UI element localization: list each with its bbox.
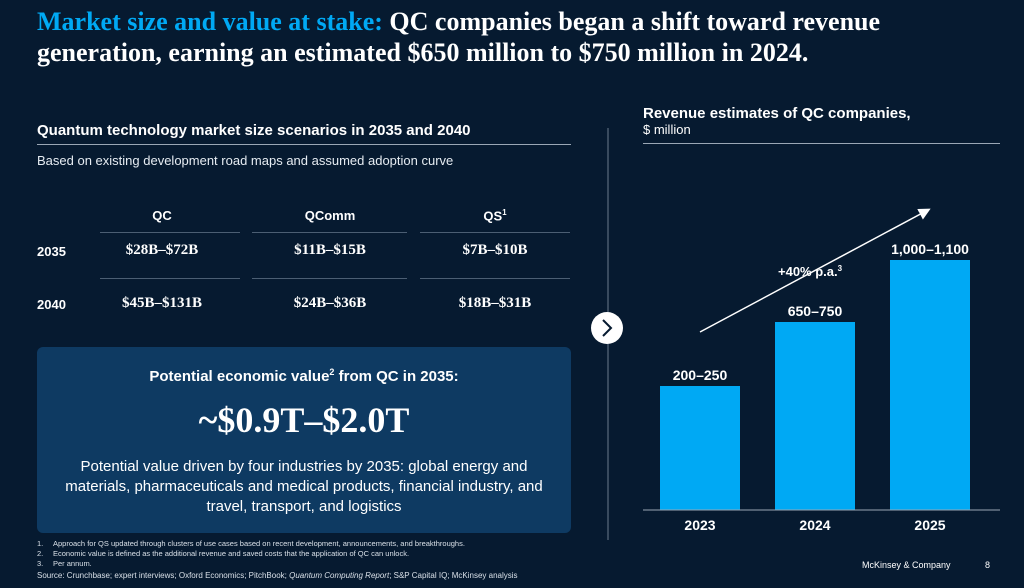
year-label: 2023 bbox=[684, 517, 715, 533]
table-cell: $24B–$36B bbox=[293, 295, 367, 311]
chart-title-text: Revenue estimates of QC companies, bbox=[643, 105, 911, 122]
bar-label: 650–750 bbox=[788, 303, 843, 319]
footnote-ref: 2 bbox=[329, 367, 335, 377]
footnote-ref: 3 bbox=[838, 264, 843, 273]
divider bbox=[252, 278, 407, 279]
source-prefix: Source: Crunchbase; expert interviews; O… bbox=[37, 571, 287, 580]
table-cell: $28B–$72B bbox=[125, 242, 199, 258]
section-heading: Quantum technology market size scenarios… bbox=[37, 122, 571, 145]
source-suffix: ; S&P Capital IQ; McKinsey analysis bbox=[389, 571, 518, 580]
divider bbox=[100, 278, 240, 279]
year-label: 2025 bbox=[914, 517, 945, 533]
column-header: QComm bbox=[304, 208, 356, 223]
slide-title: Market size and value at stake: QC compa… bbox=[37, 6, 977, 68]
source-italic: Quantum Computing Report bbox=[289, 571, 390, 580]
table-cell: $18B–$31B bbox=[458, 295, 532, 311]
bar bbox=[660, 386, 740, 510]
footnote-text: Per annum. bbox=[53, 559, 92, 568]
title-text: QC companies began a shift toward revenu… bbox=[37, 7, 881, 67]
table-cell: $7B–$10B bbox=[462, 242, 528, 258]
bar bbox=[890, 260, 970, 510]
chevron bbox=[602, 319, 613, 337]
row-year: 2040 bbox=[37, 297, 66, 312]
section-subheading: Based on existing development road maps … bbox=[37, 153, 454, 168]
footnote: 1. Approach for QS updated through cluste… bbox=[37, 539, 465, 548]
bar-label: 1,000–1,100 bbox=[891, 241, 969, 257]
brand: McKinsey & Company bbox=[862, 560, 951, 570]
divider bbox=[252, 232, 407, 233]
page-number: 8 bbox=[985, 560, 991, 570]
footnote-number: 2. bbox=[37, 549, 44, 558]
column-header: QS1 bbox=[420, 208, 570, 223]
chart-title: Revenue estimates of QC companies, $ mill… bbox=[643, 105, 1000, 144]
column-label: QS bbox=[483, 208, 503, 224]
growth-text: +40% p.a. bbox=[778, 264, 838, 279]
footnote-number: 3. bbox=[37, 559, 44, 568]
divider bbox=[100, 232, 240, 233]
box-heading-end: from QC in 2035: bbox=[338, 368, 459, 385]
chart-unit: $ million bbox=[643, 122, 691, 137]
footnote: 3. Per annum. bbox=[37, 559, 92, 568]
divider bbox=[420, 232, 570, 233]
footnote-ref: 1 bbox=[502, 208, 507, 217]
source: Source: Crunchbase; expert interviews; O… bbox=[37, 571, 518, 580]
divider bbox=[420, 278, 570, 279]
footnote: 2. Economic value is defined as the addit… bbox=[37, 549, 409, 558]
box-value: ~$0.9T–$2.0T bbox=[198, 400, 410, 440]
growth-label: +40% p.a.3 bbox=[778, 264, 843, 279]
table-cell: $45B–$131B bbox=[121, 295, 202, 311]
box-heading-text: Potential economic value bbox=[149, 368, 330, 385]
footnote-text: Economic value is defined as the additio… bbox=[53, 549, 410, 558]
footnote-text: Approach for QS updated through clusters… bbox=[53, 539, 465, 548]
bar-label: 200–250 bbox=[673, 367, 728, 383]
column-header: QC bbox=[152, 208, 172, 223]
box-text: Potential value driven by four industrie… bbox=[65, 458, 543, 515]
year-label: 2024 bbox=[799, 517, 830, 533]
footnote-number: 1. bbox=[37, 539, 44, 548]
box-heading: Potential economic value2 from QC in 203… bbox=[37, 367, 571, 385]
value-box: Potential economic value2 from QC in 203… bbox=[37, 347, 571, 533]
table-cell: $11B–$15B bbox=[294, 242, 366, 258]
growth-arrow bbox=[699, 208, 931, 333]
title-highlight: Market size and value at stake: bbox=[37, 7, 383, 36]
next-icon bbox=[591, 312, 623, 344]
row-year: 2035 bbox=[37, 244, 66, 259]
bar bbox=[775, 322, 855, 510]
